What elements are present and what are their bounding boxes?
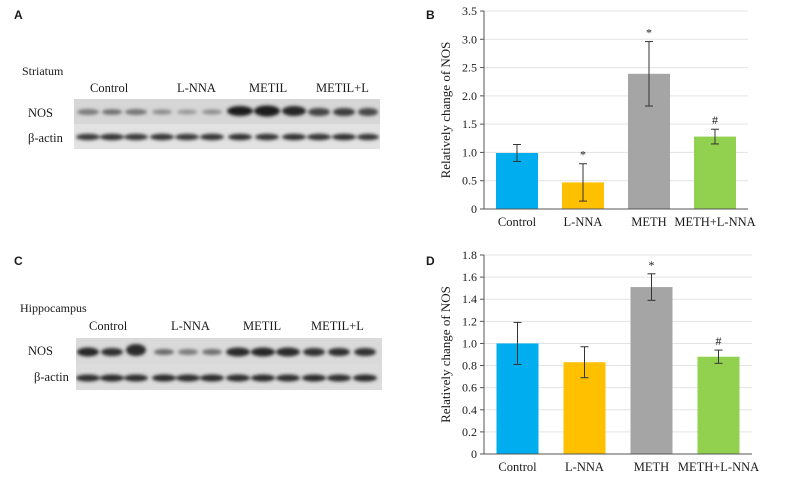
x-category-label: Control [498, 460, 537, 474]
y-tick-label: 3.5 [462, 4, 477, 18]
lane-label-lnna-a: L-NNA [177, 81, 216, 95]
significance-marker: # [712, 113, 718, 127]
row-label-beta-actin-c: β-actin [34, 370, 69, 384]
bar [630, 287, 673, 454]
lane-label-control-a: Control [90, 81, 129, 95]
tissue-label-hippocampus: Hippocampus [20, 301, 87, 315]
x-category-label: METH+L-NNA [674, 215, 755, 229]
y-tick-label: 0.4 [462, 403, 477, 417]
lane-label-control-c: Control [89, 319, 128, 333]
western-blot-hippocampus [76, 338, 382, 390]
lane-label-metil-a: METIL [249, 81, 288, 95]
lane-label-metil-l-a: METIL+L [316, 81, 369, 95]
y-tick-label: 3.0 [462, 32, 477, 46]
x-category-label: L-NNA [565, 460, 604, 474]
y-tick-label: 0 [471, 202, 477, 216]
y-tick-label: 2.5 [462, 61, 477, 75]
x-category-label: L-NNA [564, 215, 603, 229]
x-category-label: Control [498, 215, 537, 229]
y-tick-label: 0.8 [462, 359, 477, 373]
significance-marker: * [580, 148, 586, 162]
significance-marker: * [649, 258, 655, 272]
y-tick-label: 1.0 [462, 145, 477, 159]
panel-letter-b: B [426, 8, 435, 22]
y-tick-label: 1.2 [462, 314, 477, 328]
y-tick-label: 0 [471, 447, 477, 461]
row-label-nos-c: NOS [28, 344, 54, 358]
y-tick-label: 2.0 [462, 89, 477, 103]
significance-marker: * [646, 26, 652, 40]
significance-marker: # [716, 334, 722, 348]
y-tick-label: 0.2 [462, 425, 477, 439]
bar [694, 136, 736, 209]
y-tick-label: 1.0 [462, 336, 477, 350]
y-tick-label: 1.6 [462, 270, 477, 284]
x-category-label: METH [631, 215, 666, 229]
y-axis-title: Relatively change of NOS [438, 286, 453, 423]
bar [496, 152, 538, 209]
lane-label-metil-c: METIL [243, 319, 282, 333]
lane-label-metil-l-c: METIL+L [311, 319, 364, 333]
tissue-label-striatum: Striatum [22, 64, 64, 78]
panel-letter-d: D [426, 254, 435, 268]
y-tick-label: 1.5 [462, 117, 477, 131]
y-tick-label: 0.5 [462, 174, 477, 188]
bar [697, 356, 740, 454]
lane-label-lnna-c: L-NNA [171, 319, 210, 333]
western-blot-striatum [74, 99, 380, 149]
y-tick-label: 1.8 [462, 248, 477, 262]
row-label-nos-a: NOS [28, 106, 54, 120]
y-tick-label: 0.6 [462, 381, 477, 395]
x-category-label: METH+L-NNA [678, 460, 759, 474]
panel-letter-a: A [14, 8, 23, 22]
y-axis-title: Relatively change of NOS [438, 42, 453, 179]
row-label-beta-actin-a: β-actin [28, 131, 63, 145]
x-category-label: METH [634, 460, 669, 474]
y-tick-label: 1.4 [462, 292, 477, 306]
panel-letter-c: C [14, 254, 23, 268]
